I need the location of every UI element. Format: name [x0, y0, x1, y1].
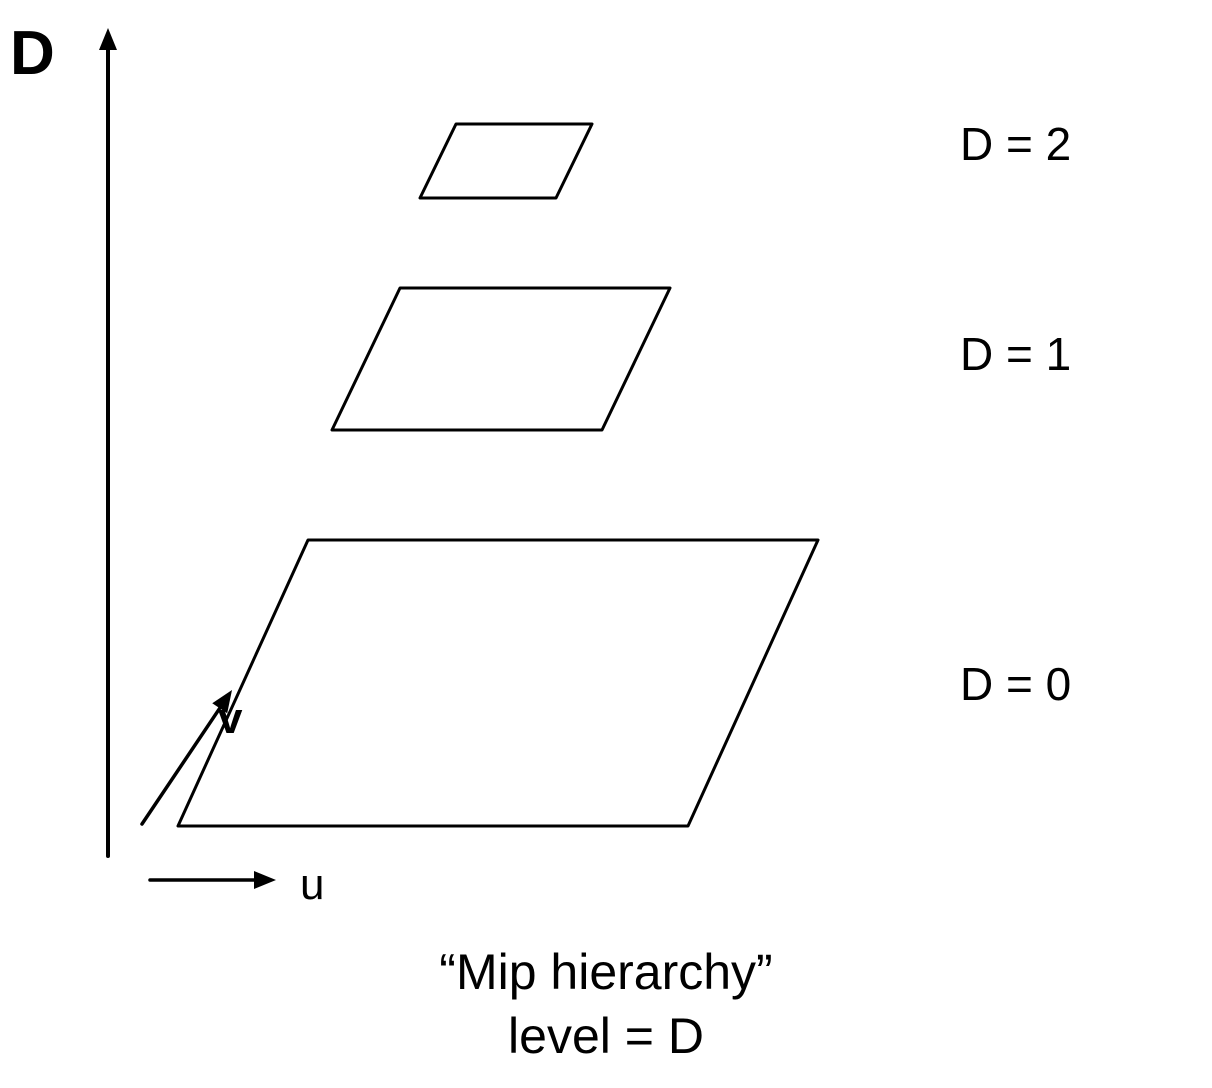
level-label-0: D = 0: [960, 657, 1071, 711]
caption-line-2: level = D: [0, 1007, 1212, 1065]
level-label-2: D = 2: [960, 117, 1071, 171]
axis-label-v: v: [218, 694, 242, 744]
axis-label-u: u: [300, 860, 324, 910]
axis-label-D: D: [10, 18, 55, 89]
level-label-1: D = 1: [960, 327, 1071, 381]
caption-line-1: “Mip hierarchy”: [0, 943, 1212, 1001]
